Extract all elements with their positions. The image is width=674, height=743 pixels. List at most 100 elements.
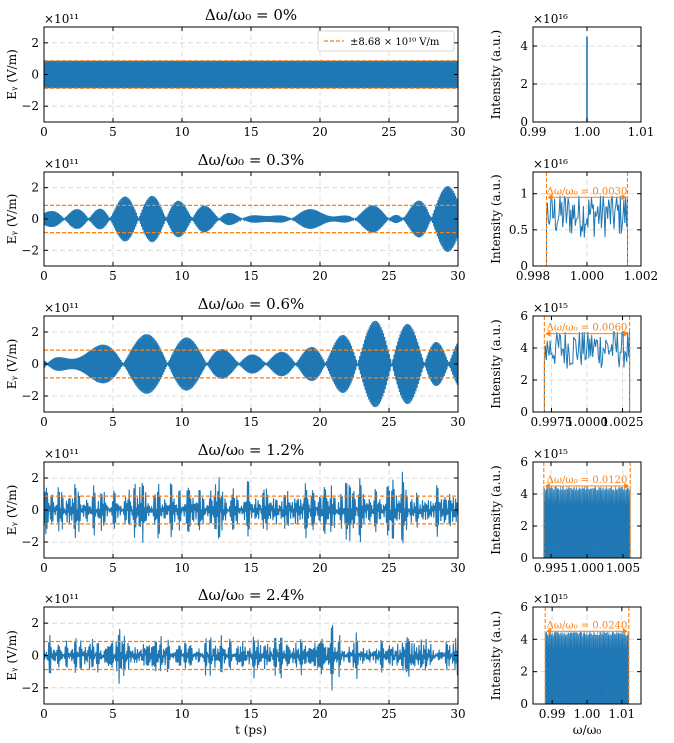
x-axis-label: t (ps) bbox=[235, 723, 267, 737]
y-axis-label: Intensity (a.u.) bbox=[489, 174, 503, 263]
x-tick-label: 1.01 bbox=[608, 707, 635, 721]
spectrum-panel-0: 0.99 1.00 1.01 0 2 4 ×10¹⁶ Intensity (a.u.) bbox=[489, 12, 654, 139]
band-annotation: Δω/ω₀ = 0.0030 bbox=[547, 186, 628, 197]
y-tick-label: 2 bbox=[31, 616, 39, 630]
x-tick-label: 15 bbox=[243, 707, 258, 721]
y-exponent-label: ×10¹¹ bbox=[44, 592, 79, 606]
y-tick-label: 2 bbox=[520, 519, 528, 533]
y-tick-label: 0 bbox=[31, 503, 39, 517]
x-tick-label: 5 bbox=[109, 269, 117, 283]
y-exponent-label: ×10¹⁶ bbox=[533, 157, 568, 171]
x-tick-label: 1.0025 bbox=[602, 415, 644, 429]
panel-title: Δω/ω₀ = 2.4% bbox=[198, 586, 305, 604]
spectrum-trace bbox=[543, 486, 631, 558]
y-tick-label: −2 bbox=[21, 681, 39, 695]
x-tick-label: 10 bbox=[174, 125, 189, 139]
y-tick-label: 6 bbox=[520, 455, 528, 469]
y-tick-label: 2 bbox=[520, 373, 528, 387]
y-tick-label: 6 bbox=[520, 600, 528, 614]
spectrum-panel-4: Δω/ω₀ = 0.0240 0.99 1.00 1.01 0 2 4 6 ×10¹⁵ Inten… bbox=[489, 592, 642, 737]
x-tick-label: 1.002 bbox=[624, 269, 658, 283]
y-tick-label: 4 bbox=[520, 487, 528, 501]
x-tick-label: 20 bbox=[312, 561, 327, 575]
x-tick-label: 30 bbox=[450, 415, 465, 429]
x-tick-label: 0.99 bbox=[539, 707, 566, 721]
y-tick-label: 2 bbox=[31, 325, 39, 339]
x-tick-label: 25 bbox=[381, 269, 396, 283]
y-exponent-label: ×10¹⁵ bbox=[533, 447, 568, 461]
x-tick-label: 30 bbox=[450, 125, 465, 139]
x-tick-label: 20 bbox=[312, 415, 327, 429]
signal-band bbox=[44, 60, 458, 89]
y-exponent-label: ×10¹¹ bbox=[44, 301, 79, 315]
x-tick-label: 10 bbox=[174, 561, 189, 575]
time-series-area bbox=[44, 320, 458, 408]
y-tick-label: 2 bbox=[520, 77, 528, 91]
spectrum-area: Δω/ω₀ = 0.0240 bbox=[544, 607, 630, 704]
panel-title: Δω/ω₀ = 1.2% bbox=[198, 441, 305, 459]
x-tick-label: 1.00 bbox=[574, 125, 601, 139]
x-tick-label: 0.995 bbox=[534, 561, 568, 575]
spectrum-trace bbox=[544, 631, 630, 704]
arrow-head-right bbox=[624, 483, 630, 489]
time-series-area bbox=[44, 624, 458, 691]
y-axis-label: Eᵧ (V/m) bbox=[5, 630, 19, 681]
y-axis-label: Eᵧ (V/m) bbox=[5, 49, 19, 100]
x-tick-label: 15 bbox=[243, 561, 258, 575]
x-tick-label: 1.0000 bbox=[566, 415, 608, 429]
y-tick-label: 2 bbox=[31, 36, 39, 50]
signal-trace bbox=[44, 320, 458, 408]
spectrum-area: Δω/ω₀ = 0.0120 bbox=[543, 462, 631, 558]
y-axis-label: Intensity (a.u.) bbox=[489, 465, 503, 554]
x-tick-label: 30 bbox=[450, 269, 465, 283]
y-axis-label: Eᵧ (V/m) bbox=[5, 339, 19, 390]
band-annotation: Δω/ω₀ = 0.0240 bbox=[547, 620, 628, 631]
spectrum-area: Δω/ω₀ = 0.0060 bbox=[543, 316, 631, 412]
y-exponent-label: ×10¹⁵ bbox=[533, 301, 568, 315]
y-tick-label: 0 bbox=[31, 649, 39, 663]
x-tick-label: 30 bbox=[450, 707, 465, 721]
y-exponent-label: ×10¹¹ bbox=[44, 12, 79, 26]
y-tick-label: 0 bbox=[520, 405, 528, 419]
y-tick-label: 2 bbox=[31, 471, 39, 485]
x-tick-label: 0.9975 bbox=[530, 415, 572, 429]
x-tick-label: 5 bbox=[109, 125, 117, 139]
arrow-head-right bbox=[621, 194, 627, 201]
band-annotation: Δω/ω₀ = 0.0120 bbox=[547, 475, 628, 486]
y-tick-label: 4 bbox=[520, 632, 528, 646]
arrow-head-left bbox=[545, 330, 551, 337]
panel-title: Δω/ω₀ = 0.3% bbox=[198, 151, 305, 169]
spectrum-panel-1: Δω/ω₀ = 0.0030 0.998 1.000 1.002 0 0.5 1 ×10¹⁶ I… bbox=[489, 157, 658, 283]
x-tick-label: 15 bbox=[243, 125, 258, 139]
y-exponent-label: ×10¹¹ bbox=[44, 157, 79, 171]
x-tick-label: 25 bbox=[381, 415, 396, 429]
y-axis-label: Eᵧ (V/m) bbox=[5, 194, 19, 245]
y-tick-label: 0 bbox=[31, 68, 39, 82]
y-tick-label: 4 bbox=[520, 341, 528, 355]
y-tick-label: 6 bbox=[520, 309, 528, 323]
x-tick-label: 0 bbox=[40, 269, 48, 283]
arrow-head-right bbox=[623, 330, 629, 337]
y-tick-label: −2 bbox=[21, 99, 39, 113]
legend: ±8.68 × 10¹⁰ V/m bbox=[317, 30, 455, 52]
y-tick-label: 1 bbox=[520, 187, 528, 201]
x-tick-label: 30 bbox=[450, 561, 465, 575]
y-tick-label: 0 bbox=[520, 115, 528, 129]
x-tick-label: 1.00 bbox=[574, 707, 601, 721]
spectrum-panel-3: Δω/ω₀ = 0.0120 0.995 1.000 1.005 0 2 4 6 ×10¹⁵ In… bbox=[489, 447, 642, 575]
y-tick-label: 0 bbox=[520, 259, 528, 273]
signal-trace bbox=[44, 471, 458, 544]
x-tick-label: 0 bbox=[40, 707, 48, 721]
x-tick-label: 5 bbox=[109, 561, 117, 575]
x-tick-label: 5 bbox=[109, 707, 117, 721]
signal-trace bbox=[44, 624, 458, 691]
y-tick-label: 0 bbox=[31, 212, 39, 226]
x-axis-label: ω/ω₀ bbox=[573, 723, 602, 737]
x-tick-label: 15 bbox=[243, 269, 258, 283]
band-annotation: Δω/ω₀ = 0.0060 bbox=[547, 323, 628, 334]
legend-label: ±8.68 × 10¹⁰ V/m bbox=[350, 37, 440, 48]
